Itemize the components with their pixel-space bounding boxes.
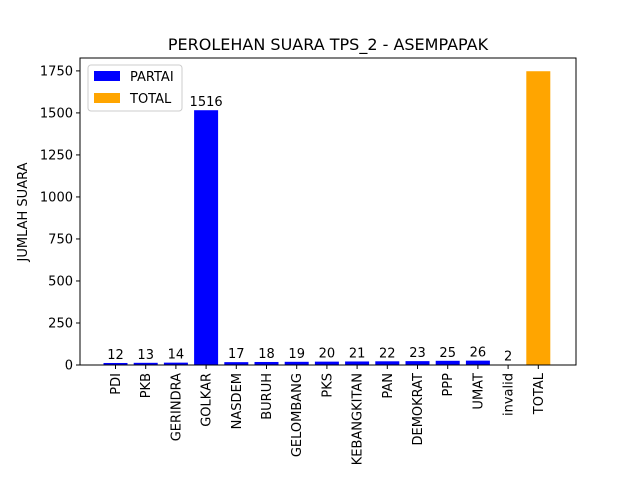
bar-value-label: 1516 [190, 95, 223, 110]
x-tick-label: PKB [139, 373, 154, 398]
y-axis-ticks: 0 250 500 750 1000 1250 1500 1750 [40, 64, 80, 374]
y-tick-label: 750 [48, 232, 73, 247]
bar-labels-group: 12 13 14 1516 17 18 19 20 21 22 23 25 26 2 [107, 95, 512, 364]
x-tick-label: DEMOKRAT [411, 373, 426, 446]
x-tick-label: KEBANGKITAN [351, 373, 366, 465]
bar-ppp [435, 360, 460, 365]
x-tick-label: PDI [109, 373, 124, 395]
x-tick-label: BURUH [260, 373, 275, 420]
y-tick-label: 500 [48, 274, 73, 289]
bar-pkb [133, 362, 158, 365]
bar-value-label: 20 [319, 347, 336, 362]
y-tick-label: 250 [48, 316, 73, 331]
bar-value-label: 17 [228, 347, 245, 362]
bar-gerindra [163, 362, 188, 365]
bar-value-label: 2 [504, 350, 512, 365]
bar-demokrat [405, 361, 430, 365]
bar-golkar [194, 110, 219, 365]
bar-value-label: 25 [439, 346, 456, 361]
x-tick-label: PAN [381, 373, 396, 399]
x-tick-label: TOTAL [532, 372, 547, 415]
legend: PARTAI TOTAL [87, 64, 183, 112]
x-tick-label: GERINDRA [169, 373, 184, 441]
bar-value-label: 19 [288, 347, 305, 362]
y-axis-label: JUMLAH SUARA [16, 162, 31, 262]
bar-nasdem [224, 362, 249, 365]
plot-frame [79, 57, 577, 366]
x-tick-label: NASDEM [230, 373, 245, 429]
bar-value-label: 22 [379, 346, 396, 361]
y-tick-label: 1250 [40, 148, 73, 163]
x-tick-label: GOLKAR [200, 373, 215, 427]
x-tick-label: PPP [441, 373, 456, 397]
bars-group [103, 71, 551, 366]
bar-value-label: 21 [349, 346, 366, 361]
bar-buruh [254, 361, 279, 365]
x-axis-ticks: PDI PKB GERINDRA GOLKAR NASDEM BURUH GELOMBANG… [109, 365, 547, 465]
legend-label: TOTAL [129, 92, 172, 107]
x-tick-label: invalid [502, 373, 517, 416]
legend-label: PARTAI [130, 70, 174, 85]
x-tick-label: GELOMBANG [290, 373, 305, 457]
y-tick-label: 1500 [40, 106, 73, 121]
y-tick-label: 1750 [40, 64, 73, 79]
bar-value-label: 26 [470, 346, 487, 361]
bar-kebangkitan [345, 361, 370, 365]
bar-value-label: 23 [409, 346, 426, 361]
bar-total [526, 71, 551, 366]
legend-swatch [94, 93, 120, 103]
bar-value-label: 14 [168, 348, 185, 363]
bar-pan [375, 361, 400, 365]
bar-umat [465, 360, 490, 365]
y-tick-label: 1000 [40, 190, 73, 205]
bar-value-label: 12 [107, 348, 124, 363]
legend-swatch [94, 71, 120, 81]
bar-pdi [103, 362, 128, 365]
bar-gelombang [284, 361, 309, 365]
bar-pks [314, 361, 339, 365]
bar-value-label: 18 [258, 347, 275, 362]
bar-value-label: 13 [137, 348, 154, 363]
x-tick-label: PKS [320, 373, 335, 398]
y-tick-label: 0 [65, 359, 73, 374]
x-tick-label: UMAT [471, 373, 486, 410]
chart-title: PEROLEHAN SUARA TPS_2 - ASEMPAPAK [168, 35, 489, 55]
